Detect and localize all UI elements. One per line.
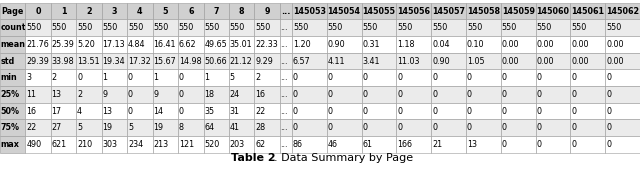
Text: Table 2: Table 2 bbox=[232, 153, 276, 163]
Text: . Data Summary by Page: . Data Summary by Page bbox=[274, 153, 413, 163]
